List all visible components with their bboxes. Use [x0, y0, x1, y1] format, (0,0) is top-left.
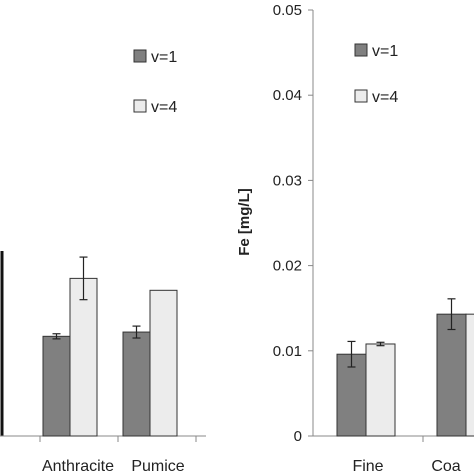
legend-label: v=1: [372, 43, 398, 60]
legend-swatch: [354, 43, 368, 57]
y-tick-label: 0.03: [273, 172, 302, 189]
bar-v1-coa: [436, 313, 467, 437]
y-tick-label: 0: [294, 428, 302, 445]
category-label: Pumice: [131, 458, 184, 474]
bar-v1-pumice: [122, 331, 151, 437]
bar-v4-anthracite: [69, 277, 98, 437]
y-tick-label: 0.02: [273, 258, 302, 275]
category-label: Fine: [352, 458, 383, 474]
category-label: Coa: [431, 458, 460, 474]
legend-swatch: [354, 89, 368, 103]
y-axis-label: Fe [mg/L]: [236, 188, 253, 256]
bar-v4-pumice: [149, 289, 178, 437]
legend-label: v=4: [151, 99, 177, 116]
legend-swatch: [133, 99, 147, 113]
left-chart-panel: eAnthracitePumicev=1v=4: [0, 49, 206, 474]
legend-swatch: [133, 49, 147, 63]
bar-v4-fine: [365, 343, 396, 437]
y-tick-label: 0.04: [273, 87, 302, 104]
category-label: Anthracite: [42, 458, 114, 474]
legend-label: v=4: [372, 89, 398, 106]
y-tick-label: 0.01: [273, 343, 302, 360]
y-tick-label: 0.05: [273, 2, 302, 19]
bar-v1-fine: [336, 353, 367, 437]
bar-v1-anthracite: [42, 335, 71, 437]
bar-v4-coa: [465, 313, 474, 437]
right-chart-panel: 0 0.01 0.02 0.03 0.04 0.05 Fine Coa Fe [mg/L] v=1…: [236, 2, 474, 474]
legend-label: v=1: [151, 49, 177, 66]
